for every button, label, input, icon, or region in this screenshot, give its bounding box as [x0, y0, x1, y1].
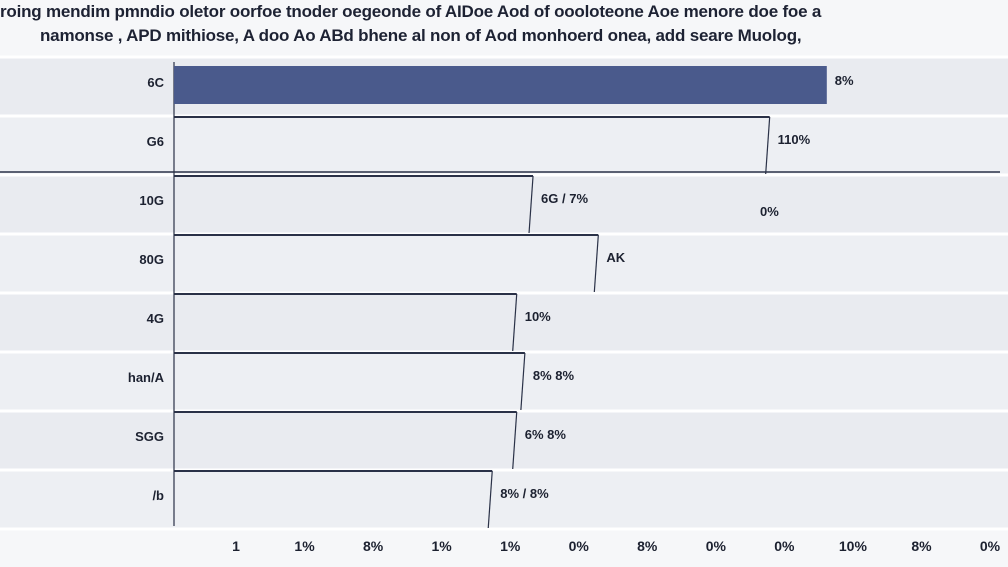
category-label: 10G — [139, 193, 164, 208]
category-label: G6 — [147, 134, 164, 149]
category-label: han/A — [128, 370, 165, 385]
value-label: 6% 8% — [525, 427, 567, 442]
value-label: 110% — [778, 132, 811, 147]
bar-end — [512, 293, 518, 352]
value-label: 6G / 7% — [541, 191, 588, 206]
x-tick-label: 1% — [500, 538, 521, 554]
bar-end — [520, 352, 526, 411]
chart-title-line-1: roing mendim pmndio oletor oorfoe tnoder… — [0, 2, 822, 21]
value-label: AK — [606, 250, 625, 265]
x-tick-label: 8% — [363, 538, 384, 554]
value-label: 8% / 8% — [500, 486, 549, 501]
x-tick-label: 8% — [911, 538, 932, 554]
x-tick-label: 0% — [980, 538, 1001, 554]
row-band — [0, 175, 1008, 233]
row-band — [0, 352, 1008, 410]
x-tick-label: 8% — [637, 538, 658, 554]
bar-end — [487, 470, 493, 529]
row-band — [0, 470, 1008, 528]
value-label: 10% — [525, 309, 551, 324]
category-label: 4G — [147, 311, 164, 326]
bar-end — [593, 234, 599, 293]
bar-end — [512, 411, 518, 470]
category-label: 6C — [147, 75, 164, 90]
category-label: SGG — [135, 429, 164, 444]
row-band — [0, 116, 1008, 174]
value-label: 8% 8% — [533, 368, 575, 383]
x-tick-label: 0% — [569, 538, 590, 554]
category-label: 80G — [139, 252, 164, 267]
x-tick-label: 1% — [294, 538, 315, 554]
x-tick-label: 1% — [432, 538, 453, 554]
x-tick-label: 0% — [774, 538, 795, 554]
x-tick-label: 1 — [232, 538, 240, 554]
bar-end — [765, 116, 771, 175]
value-label: 8% — [835, 73, 854, 88]
x-tick-label: 0% — [706, 538, 727, 554]
row-band — [0, 293, 1008, 351]
row-band — [0, 234, 1008, 292]
bar-end — [528, 175, 534, 234]
value-label: 0% — [760, 204, 779, 219]
chart-title-line-2: namonse , APD mithiose, A doo Ao ABd bhe… — [40, 26, 802, 45]
x-tick-label: 10% — [839, 538, 868, 554]
category-label: /b — [152, 488, 164, 503]
bar — [174, 66, 827, 104]
row-band — [0, 411, 1008, 469]
